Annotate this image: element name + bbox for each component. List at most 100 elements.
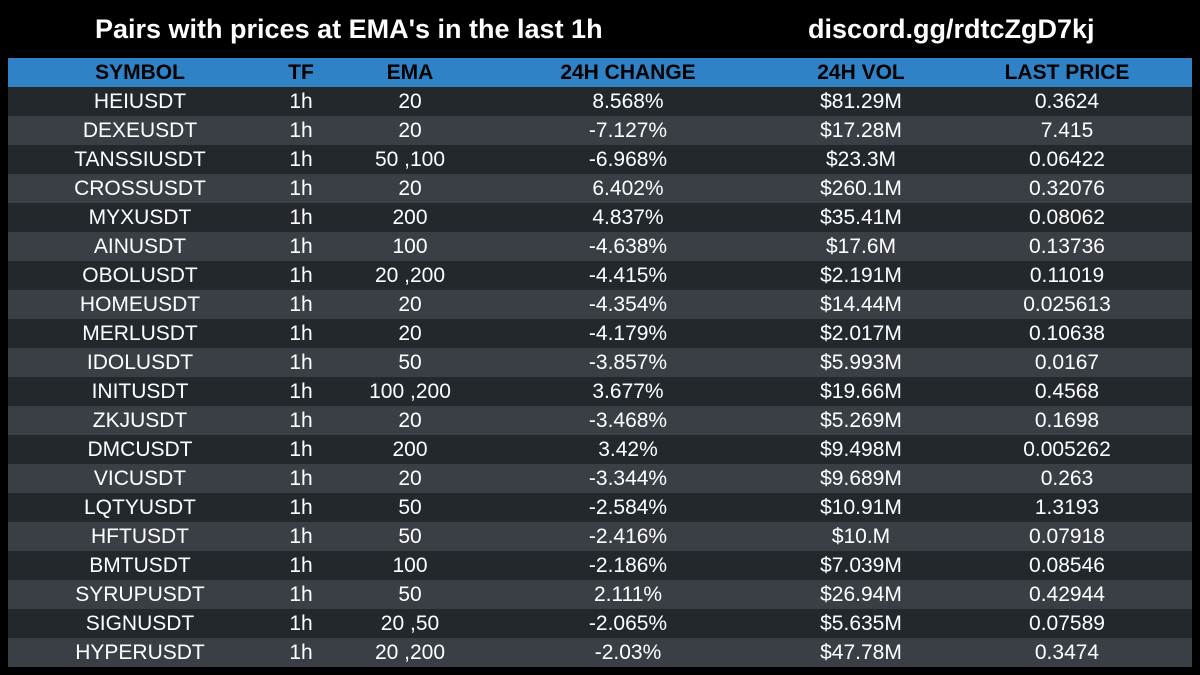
cell-24h-change: -2.186% bbox=[588, 554, 668, 577]
table-row[interactable]: HOMEUSDT 1h 20 -4.354% $14.44M 0.025613 bbox=[8, 290, 1192, 319]
table-row[interactable]: HFTUSDT 1h 50 -2.416% $10.M 0.07918 bbox=[8, 522, 1192, 551]
cell-ema: 200 bbox=[392, 206, 428, 229]
table-row[interactable]: AINUSDT 1h 100 -4.638% $17.6M 0.13736 bbox=[8, 232, 1192, 261]
cell-symbol: AINUSDT bbox=[93, 235, 187, 258]
cell-ema: 100 bbox=[392, 235, 428, 258]
table-row[interactable]: CROSSUSDT 1h 20 6.402% $260.1M 0.32076 bbox=[8, 174, 1192, 203]
cell-symbol: OBOLUSDT bbox=[82, 264, 198, 287]
table-row[interactable]: HEIUSDT 1h 20 8.568% $81.29M 0.3624 bbox=[8, 87, 1192, 116]
cell-24h-vol: $19.66M bbox=[820, 380, 902, 403]
cell-last-price: 0.42944 bbox=[1029, 583, 1105, 606]
cell-last-price: 0.07918 bbox=[1029, 525, 1105, 548]
cell-ema: 100 bbox=[392, 554, 428, 577]
cell-24h-vol: $35.41M bbox=[820, 206, 902, 229]
table-row[interactable]: VICUSDT 1h 20 -3.344% $9.689M 0.263 bbox=[8, 464, 1192, 493]
table-row[interactable]: BMTUSDT 1h 100 -2.186% $7.039M 0.08546 bbox=[8, 551, 1192, 580]
discord-link[interactable]: discord.gg/rdtcZgD7kj bbox=[808, 14, 1095, 44]
cell-24h-change: -2.065% bbox=[588, 612, 668, 635]
cell-last-price: 0.005262 bbox=[1023, 438, 1111, 461]
cell-24h-change: 3.42% bbox=[598, 438, 658, 461]
cell-ema: 20 bbox=[398, 177, 422, 200]
cell-tf: 1h bbox=[289, 177, 313, 200]
table-row[interactable]: MERLUSDT 1h 20 -4.179% $2.017M 0.10638 bbox=[8, 319, 1192, 348]
cell-ema: 20 bbox=[398, 467, 422, 490]
table-row[interactable]: SYRUPUSDT 1h 50 2.111% $26.94M 0.42944 bbox=[8, 580, 1192, 609]
cell-symbol: HOMEUSDT bbox=[79, 293, 201, 316]
cell-symbol: SIGNUSDT bbox=[85, 612, 195, 635]
cell-symbol: HFTUSDT bbox=[91, 525, 189, 548]
cell-24h-vol: $26.94M bbox=[820, 583, 902, 606]
cell-symbol: INITUSDT bbox=[91, 380, 189, 403]
cell-last-price: 0.32076 bbox=[1029, 177, 1105, 200]
cell-ema: 50 bbox=[398, 496, 422, 519]
cell-24h-vol: $5.635M bbox=[820, 612, 902, 635]
table-row[interactable]: INITUSDT 1h 100 ,200 3.677% $19.66M 0.4568 bbox=[8, 377, 1192, 406]
cell-24h-change: 3.677% bbox=[592, 380, 664, 403]
cell-last-price: 0.10638 bbox=[1029, 322, 1105, 345]
cell-tf: 1h bbox=[289, 90, 313, 113]
page-header: Pairs with prices at EMA's in the last 1… bbox=[0, 0, 1200, 58]
cell-24h-vol: $10.M bbox=[831, 525, 891, 548]
cell-symbol: HYPERUSDT bbox=[75, 641, 205, 664]
cell-symbol: ZKJUSDT bbox=[92, 409, 188, 432]
table-row[interactable]: HYPERUSDT 1h 20 ,200 -2.03% $47.78M 0.3474 bbox=[8, 638, 1192, 667]
cell-24h-change: 8.568% bbox=[592, 90, 664, 113]
cell-symbol: HEIUSDT bbox=[93, 90, 187, 113]
column-header-ema[interactable]: EMA bbox=[386, 61, 434, 84]
table-row[interactable]: ZKJUSDT 1h 20 -3.468% $5.269M 0.1698 bbox=[8, 406, 1192, 435]
table-body: HEIUSDT 1h 20 8.568% $81.29M 0.3624 DEXEUSDT 1h… bbox=[8, 87, 1192, 667]
cell-tf: 1h bbox=[289, 525, 313, 548]
table-row[interactable]: OBOLUSDT 1h 20 ,200 -4.415% $2.191M 0.11019 bbox=[8, 261, 1192, 290]
cell-tf: 1h bbox=[289, 583, 313, 606]
cell-last-price: 0.0167 bbox=[1034, 351, 1100, 374]
cell-24h-change: -2.03% bbox=[594, 641, 662, 664]
cell-24h-vol: $47.78M bbox=[820, 641, 902, 664]
cell-ema: 50 bbox=[398, 351, 422, 374]
cell-24h-vol: $23.3M bbox=[825, 148, 897, 171]
cell-tf: 1h bbox=[289, 264, 313, 287]
table-row[interactable]: LQTYUSDT 1h 50 -2.584% $10.91M 1.3193 bbox=[8, 493, 1192, 522]
cell-24h-change: -2.416% bbox=[588, 525, 668, 548]
cell-tf: 1h bbox=[289, 641, 313, 664]
column-header-24h-change[interactable]: 24H CHANGE bbox=[560, 61, 696, 84]
cell-symbol: DEXEUSDT bbox=[82, 119, 198, 142]
cell-last-price: 0.3624 bbox=[1034, 90, 1100, 113]
cell-last-price: 1.3193 bbox=[1034, 496, 1100, 519]
table-row[interactable]: DEXEUSDT 1h 20 -7.127% $17.28M 7.415 bbox=[8, 116, 1192, 145]
cell-tf: 1h bbox=[289, 206, 313, 229]
cell-last-price: 0.13736 bbox=[1029, 235, 1105, 258]
column-header-tf[interactable]: TF bbox=[288, 61, 314, 84]
cell-tf: 1h bbox=[289, 554, 313, 577]
cell-24h-change: -3.344% bbox=[588, 467, 668, 490]
table-row[interactable]: MYXUSDT 1h 200 4.837% $35.41M 0.08062 bbox=[8, 203, 1192, 232]
cell-last-price: 0.07589 bbox=[1029, 612, 1105, 635]
cell-24h-vol: $17.28M bbox=[820, 119, 902, 142]
cell-tf: 1h bbox=[289, 148, 313, 171]
cell-ema: 50 bbox=[398, 583, 422, 606]
column-header-24h-vol[interactable]: 24H VOL bbox=[817, 61, 905, 84]
cell-24h-change: -3.468% bbox=[588, 409, 668, 432]
table-row[interactable]: TANSSIUSDT 1h 50 ,100 -6.968% $23.3M 0.06422 bbox=[8, 145, 1192, 174]
cell-symbol: IDOLUSDT bbox=[86, 351, 194, 374]
cell-24h-vol: $5.993M bbox=[820, 351, 902, 374]
table-row[interactable]: IDOLUSDT 1h 50 -3.857% $5.993M 0.0167 bbox=[8, 348, 1192, 377]
cell-24h-change: -4.638% bbox=[588, 235, 668, 258]
table-row[interactable]: SIGNUSDT 1h 20 ,50 -2.065% $5.635M 0.07589 bbox=[8, 609, 1192, 638]
cell-last-price: 7.415 bbox=[1040, 119, 1094, 142]
column-header-last-price[interactable]: LAST PRICE bbox=[1004, 61, 1130, 84]
cell-24h-vol: $2.191M bbox=[820, 264, 902, 287]
cell-24h-vol: $81.29M bbox=[820, 90, 902, 113]
cell-24h-vol: $10.91M bbox=[820, 496, 902, 519]
cell-24h-vol: $7.039M bbox=[820, 554, 902, 577]
cell-tf: 1h bbox=[289, 409, 313, 432]
cell-symbol: CROSSUSDT bbox=[74, 177, 206, 200]
cell-24h-vol: $9.498M bbox=[820, 438, 902, 461]
cell-last-price: 0.3474 bbox=[1034, 641, 1100, 664]
cell-ema: 50 bbox=[398, 525, 422, 548]
cell-ema: 20 bbox=[398, 90, 422, 113]
cell-last-price: 0.11019 bbox=[1029, 264, 1105, 287]
cell-tf: 1h bbox=[289, 496, 313, 519]
page-title: Pairs with prices at EMA's in the last 1… bbox=[95, 14, 603, 44]
table-row[interactable]: DMCUSDT 1h 200 3.42% $9.498M 0.005262 bbox=[8, 435, 1192, 464]
column-header-symbol[interactable]: SYMBOL bbox=[95, 61, 185, 84]
